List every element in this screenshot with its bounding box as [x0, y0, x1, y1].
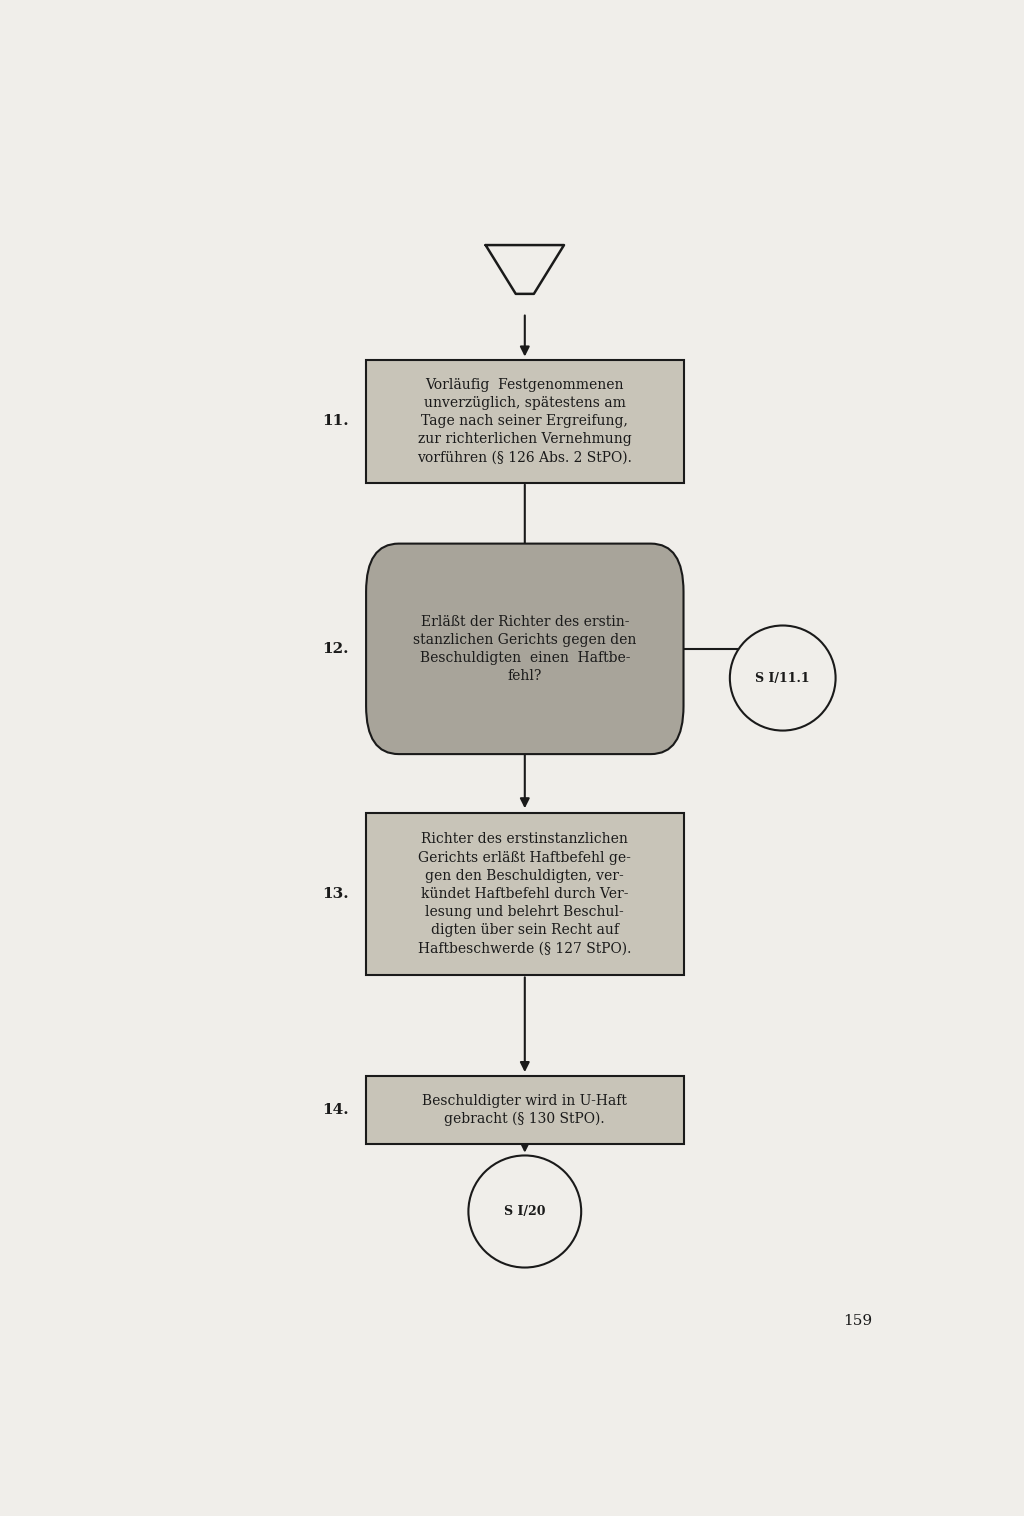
Text: 159: 159 [844, 1314, 872, 1328]
FancyBboxPatch shape [367, 814, 684, 975]
Ellipse shape [468, 1155, 582, 1267]
FancyBboxPatch shape [367, 544, 684, 753]
Text: 11.: 11. [322, 414, 348, 428]
Text: Richter des erstinstanzlichen
Gerichts erläßt Haftbefehl ge-
gen den Beschuldigt: Richter des erstinstanzlichen Gerichts e… [418, 832, 632, 955]
Text: Beschuldigter wird in U-Haft
gebracht (§ 130 StPO).: Beschuldigter wird in U-Haft gebracht (§… [422, 1093, 628, 1126]
Text: 12.: 12. [323, 641, 348, 656]
Text: Vorläufig  Festgenommenen
unverzüglich, spätestens am
Tage nach seiner Ergreifun: Vorläufig Festgenommenen unverzüglich, s… [418, 377, 632, 464]
FancyBboxPatch shape [367, 1076, 684, 1143]
Text: S I/20: S I/20 [504, 1205, 546, 1217]
Text: Erläßt der Richter des erstin-
stanzlichen Gerichts gegen den
Beschuldigten  ein: Erläßt der Richter des erstin- stanzlich… [413, 614, 637, 684]
Text: S I/11.1: S I/11.1 [756, 672, 810, 685]
FancyBboxPatch shape [367, 359, 684, 482]
Text: 14.: 14. [322, 1104, 348, 1117]
Ellipse shape [730, 626, 836, 731]
Text: 13.: 13. [322, 887, 348, 901]
